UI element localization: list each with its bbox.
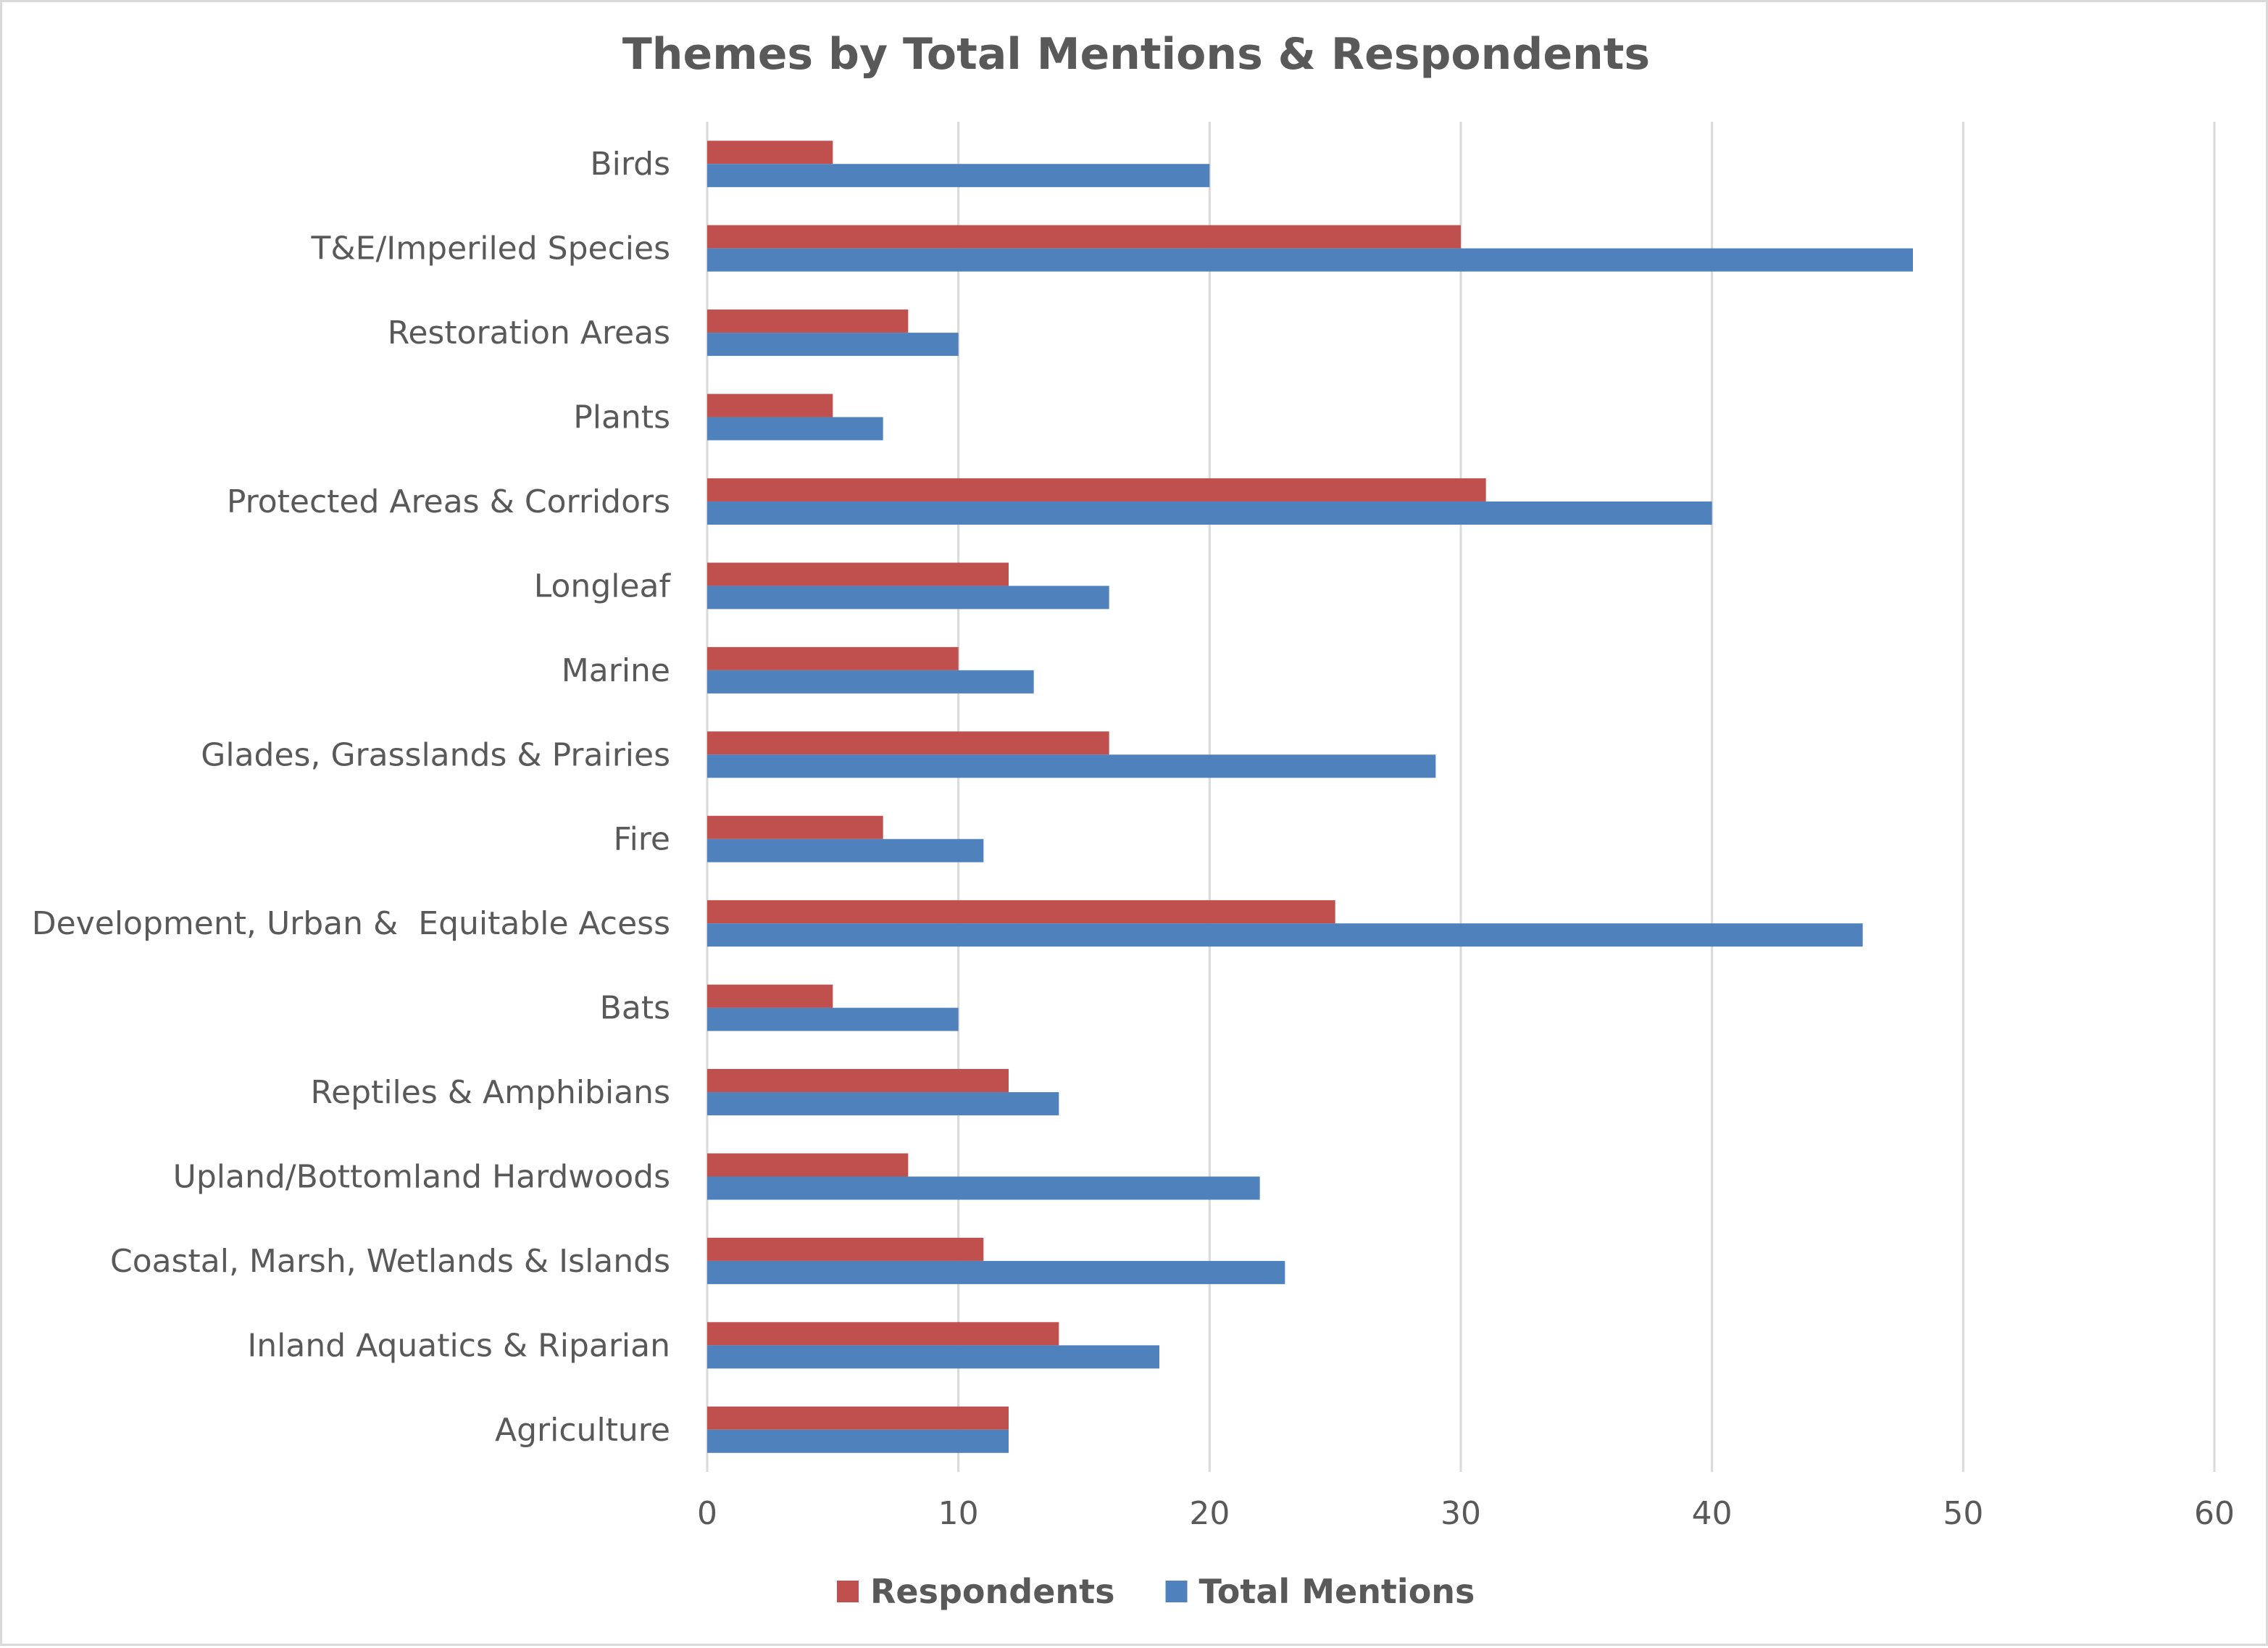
bar-respondents-reptiles-amphibians — [707, 1069, 1009, 1093]
bars — [707, 141, 1913, 1453]
category-label-reptiles-amphibians: Reptiles & Amphibians — [310, 1074, 670, 1111]
chart-title: Themes by Total Mentions & Respondents — [622, 29, 1650, 80]
bar-respondents-marine — [707, 646, 959, 670]
bar-total-mentions-protected-areas-corridors — [707, 501, 1712, 525]
bar-total-mentions-bats — [707, 1007, 959, 1031]
bar-respondents-coastal-marsh-wetlands-islands — [707, 1237, 984, 1261]
bar-respondents-upland-bottomland-hardwoods — [707, 1153, 909, 1177]
bar-respondents-agriculture — [707, 1406, 1009, 1430]
bar-total-mentions-agriculture — [707, 1429, 1009, 1453]
x-tick-label-50: 50 — [1943, 1495, 1983, 1532]
x-axis-tick-labels: 0 10 20 30 40 50 60 — [697, 1495, 2235, 1532]
category-label-birds: Birds — [590, 146, 670, 183]
bar-respondents-glades-grasslands-prairies — [707, 731, 1109, 755]
bar-total-mentions-development-urban-equitable-acess — [707, 923, 1863, 947]
bar-total-mentions-birds — [707, 164, 1210, 188]
category-label-bats: Bats — [600, 990, 670, 1027]
x-tick-label-40: 40 — [1692, 1495, 1733, 1532]
category-label-inland-aquatics-riparian: Inland Aquatics & Riparian — [247, 1327, 670, 1364]
category-label-upland-bottomland-hardwoods: Upland/Bottomland Hardwoods — [173, 1158, 670, 1195]
x-tick-label-10: 10 — [938, 1495, 979, 1532]
bar-total-mentions-upland-bottomland-hardwoods — [707, 1176, 1260, 1200]
category-label-coastal-marsh-wetlands-islands: Coastal, Marsh, Wetlands & Islands — [110, 1243, 670, 1280]
bar-total-mentions-plants — [707, 417, 883, 441]
x-tick-label-0: 0 — [697, 1495, 717, 1532]
category-label-glades-grasslands-prairies: Glades, Grasslands & Prairies — [201, 736, 670, 773]
bar-respondents-inland-aquatics-riparian — [707, 1322, 1059, 1346]
bar-total-mentions-marine — [707, 670, 1034, 694]
bar-respondents-restoration-areas — [707, 309, 909, 333]
bar-total-mentions-coastal-marsh-wetlands-islands — [707, 1260, 1285, 1284]
bar-respondents-fire — [707, 815, 883, 839]
category-label-restoration-areas: Restoration Areas — [388, 315, 670, 351]
category-label-protected-areas-corridors: Protected Areas & Corridors — [227, 483, 670, 520]
bar-respondents-bats — [707, 984, 833, 1008]
bar-total-mentions-longleaf — [707, 586, 1109, 609]
x-tick-label-60: 60 — [2194, 1495, 2235, 1532]
x-tick-label-30: 30 — [1441, 1495, 1481, 1532]
bar-respondents-protected-areas-corridors — [707, 478, 1486, 502]
legend-swatch-respondents — [837, 1581, 859, 1602]
legend-swatch-total-mentions — [1165, 1581, 1188, 1602]
category-label-longleaf: Longleaf — [534, 567, 672, 604]
category-label-development-urban-equitable-acess: Development, Urban & Equitable Acess — [32, 905, 670, 942]
category-label-plants: Plants — [573, 399, 670, 436]
bar-respondents-development-urban-equitable-acess — [707, 900, 1335, 924]
x-tick-label-20: 20 — [1189, 1495, 1230, 1532]
legend-label-total-mentions: Total Mentions — [1199, 1572, 1475, 1611]
bar-respondents-plants — [707, 394, 833, 417]
category-label-agriculture: Agriculture — [495, 1412, 670, 1449]
bar-total-mentions-t-e-imperiled-species — [707, 248, 1913, 272]
category-label-marine: Marine — [562, 652, 670, 689]
bar-total-mentions-inland-aquatics-riparian — [707, 1345, 1159, 1369]
bar-respondents-longleaf — [707, 562, 1009, 586]
bar-total-mentions-glades-grasslands-prairies — [707, 754, 1436, 778]
category-labels: Birds T&E/Imperiled Species Restoration Ar… — [32, 146, 672, 1449]
category-label-t-e-imperiled-species: T&E/Imperiled Species — [310, 230, 670, 267]
bar-total-mentions-restoration-areas — [707, 333, 959, 357]
category-label-fire: Fire — [613, 821, 670, 858]
bar-respondents-birds — [707, 141, 833, 165]
bar-total-mentions-reptiles-amphibians — [707, 1092, 1059, 1116]
bar-respondents-t-e-imperiled-species — [707, 225, 1461, 249]
bar-total-mentions-fire — [707, 838, 984, 862]
legend-label-respondents: Respondents — [870, 1572, 1115, 1611]
legend: Respondents Total Mentions — [837, 1572, 1475, 1611]
